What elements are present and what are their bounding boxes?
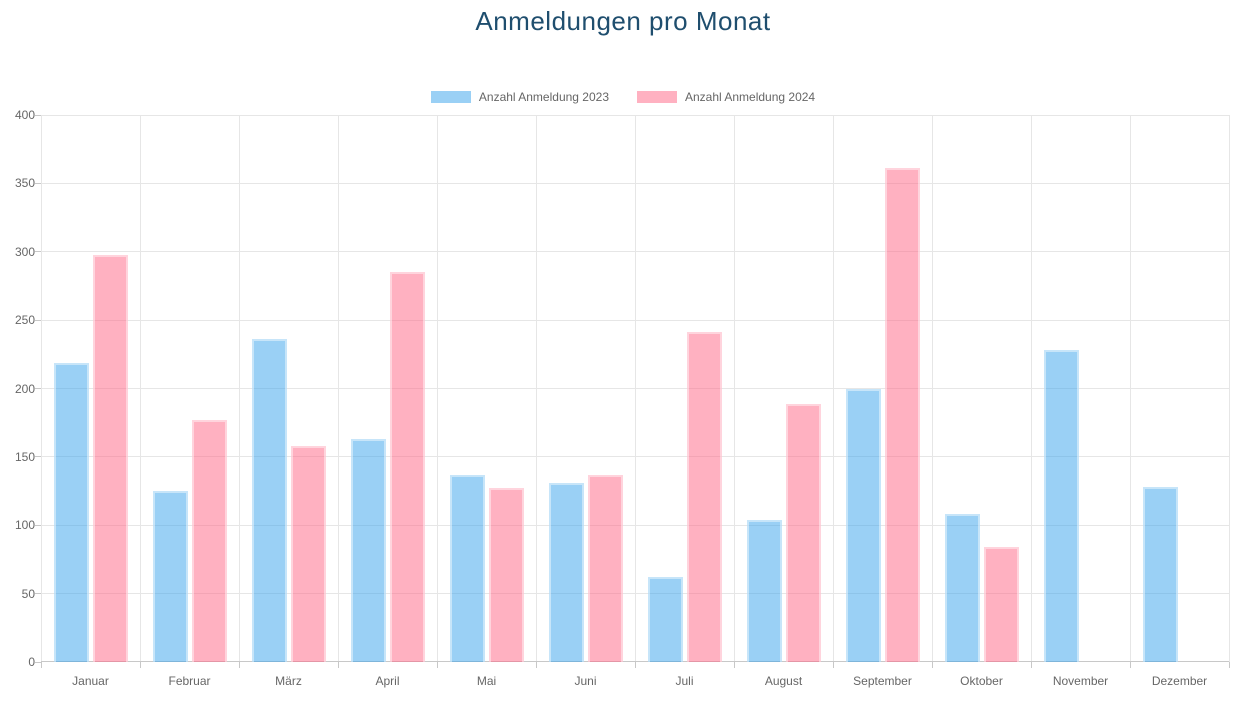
x-gridline-11 [1129,115,1131,662]
x-tick-label-februar: Februar [168,674,211,688]
bar-2023-mai [449,474,485,662]
y-tick-label-100: 100 [14,518,35,533]
bar-2023-juli [647,577,683,662]
y-tick-mark-50 [35,593,41,595]
x-gridline-9 [931,115,933,662]
x-tick-label-oktober: Oktober [960,674,1003,688]
legend-swatch-2023 [430,91,471,103]
legend-label-2023: Anzahl Anmeldung 2023 [478,90,609,104]
x-gridline-5 [535,115,537,662]
x-tick-label-april: April [375,674,400,688]
bar-2023-marz [251,339,287,662]
legend-swatch-2024 [637,91,677,103]
x-tick-mark-9 [931,662,933,668]
bar-2024-april [389,272,425,662]
x-gridline-7 [733,115,735,662]
bar-2023-august [746,519,782,662]
x-tick-label-dezember: Dezember [1151,674,1208,688]
x-gridline-1 [139,115,141,662]
x-gridline-0 [40,115,42,662]
bar-2023-oktober [944,514,980,662]
bar-2023-februar [152,491,188,662]
x-gridline-8 [832,115,834,662]
y-tick-mark-400 [35,114,41,116]
y-tick-label-200: 200 [14,381,35,396]
y-tick-label-150: 150 [14,449,35,464]
bar-2024-januar [92,254,128,662]
y-tick-label-250: 250 [14,313,35,328]
y-tick-label-300: 300 [14,244,35,259]
bar-2024-oktober [983,547,1019,662]
x-tick-label-mai: Mai [476,674,497,688]
x-tick-label-marz: März [275,674,302,688]
x-axis-line [41,661,1229,662]
legend-label-2024: Anzahl Anmeldung 2024 [685,90,816,104]
y-tick-mark-250 [35,319,41,321]
bar-2024-februar [191,419,227,662]
x-tick-label-juni: Juni [574,674,597,688]
y-tick-mark-0 [35,661,41,663]
bar-2024-juli [686,332,722,662]
x-tick-label-september: September [853,674,912,688]
plot-area: 0 50 100 150 200 250 300 350 400 Januar Februar Mär… [15,108,1230,688]
x-gridline-3 [337,115,339,662]
bar-2024-marz [290,445,326,662]
y-tick-mark-150 [35,456,41,458]
bar-2023-september [845,388,881,662]
x-tick-label-januar: Januar [72,674,109,688]
y-tick-label-350: 350 [14,176,35,191]
x-tick-mark-12 [1228,662,1230,668]
x-gridline-10 [1030,115,1032,662]
x-gridline-2 [238,115,240,662]
bar-2024-mai [488,488,524,662]
bar-2023-november [1043,350,1079,662]
y-tick-label-400: 400 [14,108,35,122]
y-tick-label-50: 50 [21,586,35,601]
x-tick-mark-3 [337,662,339,668]
bar-2023-januar [53,362,89,662]
bar-2023-dezember [1142,486,1178,662]
x-tick-mark-1 [139,662,141,668]
bar-2024-september [884,168,920,662]
x-tick-mark-7 [733,662,735,668]
y-tick-mark-200 [35,388,41,389]
chart-legend: Anzahl Anmeldung 2023 Anzahl Anmeldung 20… [0,90,1246,104]
x-gridline-6 [634,115,636,662]
bar-2023-juni [548,482,584,662]
y-tick-mark-100 [35,524,41,526]
x-tick-mark-8 [832,662,834,668]
legend-item-2024[interactable]: Anzahl Anmeldung 2024 [637,90,815,104]
x-tick-mark-5 [535,662,537,668]
x-tick-mark-0 [40,662,42,668]
x-tick-mark-10 [1030,662,1032,668]
y-tick-mark-300 [35,251,41,253]
chart-title: Anmeldungen pro Monat [475,6,771,36]
x-gridline-12 [1228,115,1230,662]
y-tick-label-0: 0 [28,655,35,669]
x-tick-mark-6 [634,662,636,668]
bar-2024-august [785,403,821,662]
bar-2024-juni [587,474,623,662]
x-tick-label-november: November [1052,674,1109,688]
legend-item-2023[interactable]: Anzahl Anmeldung 2023 [430,90,609,104]
x-gridline-4 [436,115,438,662]
x-tick-mark-4 [436,662,438,668]
x-tick-mark-11 [1129,662,1131,668]
x-tick-mark-2 [238,662,240,668]
bar-2023-april [350,439,386,662]
x-tick-label-august: August [764,674,803,688]
x-tick-label-juli: Juli [675,674,694,688]
y-tick-mark-350 [35,182,41,184]
